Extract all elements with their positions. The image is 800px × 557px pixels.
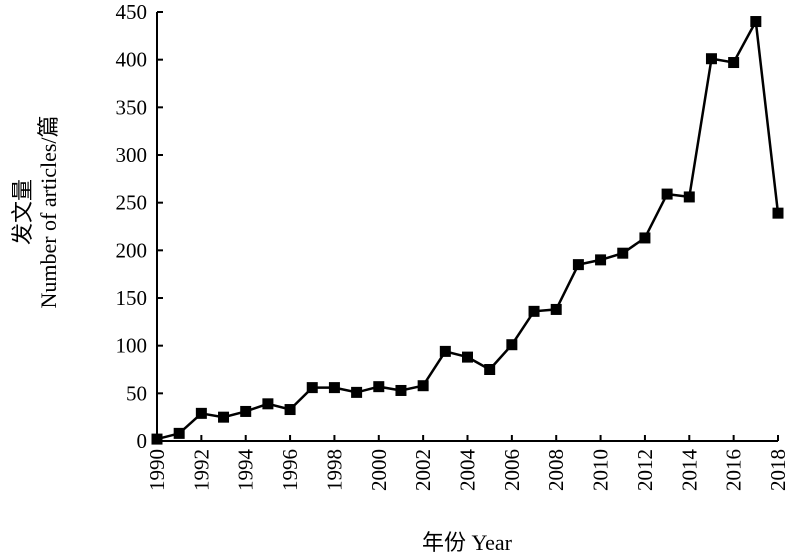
y-tick-label: 50 xyxy=(126,381,147,405)
y-tick-label: 0 xyxy=(137,429,148,453)
x-tick-label: 2006 xyxy=(500,449,524,491)
data-point xyxy=(218,411,230,423)
y-tick-label: 100 xyxy=(116,334,148,358)
x-tick-label: 1996 xyxy=(278,449,302,491)
x-tick-label: 2018 xyxy=(766,449,790,491)
x-tick-label: 2010 xyxy=(589,449,613,491)
data-point xyxy=(528,305,540,317)
data-point xyxy=(639,232,651,244)
x-tick-label: 1990 xyxy=(145,449,169,491)
data-point xyxy=(572,259,584,271)
data-point xyxy=(417,380,429,392)
data-point xyxy=(462,351,473,363)
x-tick-label: 1992 xyxy=(189,449,213,491)
data-point xyxy=(439,345,451,357)
x-tick-label: 2000 xyxy=(367,449,391,491)
axes xyxy=(156,12,778,442)
data-point xyxy=(595,254,607,266)
data-point xyxy=(772,207,784,219)
x-tick-label: 1998 xyxy=(322,449,346,491)
data-point xyxy=(617,247,629,259)
data-point xyxy=(373,381,385,393)
data-point xyxy=(306,382,318,394)
data-point xyxy=(351,386,363,398)
y-tick-label: 150 xyxy=(116,286,148,310)
data-point xyxy=(484,364,496,375)
data-point xyxy=(750,16,762,28)
data-point xyxy=(151,433,163,445)
y-tick-label: 300 xyxy=(116,143,148,167)
data-point xyxy=(705,53,717,65)
x-tick-label: 2008 xyxy=(544,449,568,491)
data-point xyxy=(661,188,673,200)
y-axis-title-en: Number of articles/篇 xyxy=(36,115,61,308)
x-tick-label: 1994 xyxy=(234,449,258,492)
x-tick-label: 2004 xyxy=(456,449,480,492)
data-point xyxy=(328,382,340,394)
x-tick-label: 2012 xyxy=(633,449,657,491)
x-tick-label: 2014 xyxy=(677,449,701,492)
data-point xyxy=(284,404,296,416)
y-tick-label: 400 xyxy=(116,48,148,72)
data-point xyxy=(395,384,407,396)
data-point xyxy=(262,398,274,410)
data-point xyxy=(506,339,518,351)
data-point xyxy=(195,407,207,419)
y-axis-title-cn: 发文量 xyxy=(10,179,35,245)
x-tick-label: 2016 xyxy=(722,449,746,491)
series-line xyxy=(156,17,780,441)
y-tick-label: 350 xyxy=(116,95,148,119)
y-axis-title: 发文量 Number of articles/篇 xyxy=(10,115,61,308)
data-point xyxy=(550,303,562,315)
data-point xyxy=(240,405,252,417)
y-tick-label: 200 xyxy=(116,238,148,262)
y-axis-ticks: 0 50 100 150 200 250 300 350 400 450 xyxy=(116,0,163,453)
x-axis-title: 年份 Year xyxy=(422,530,513,555)
data-point xyxy=(728,57,740,69)
data-point xyxy=(173,427,185,439)
x-tick-label: 2002 xyxy=(411,449,435,491)
y-tick-label: 250 xyxy=(116,191,148,215)
x-axis-ticks: 1990 1992 1994 1996 1998 2000 2002 2004 2006 2008… xyxy=(145,435,790,491)
data-point xyxy=(683,191,695,203)
y-tick-label: 450 xyxy=(116,0,148,24)
series-articles xyxy=(151,16,784,445)
